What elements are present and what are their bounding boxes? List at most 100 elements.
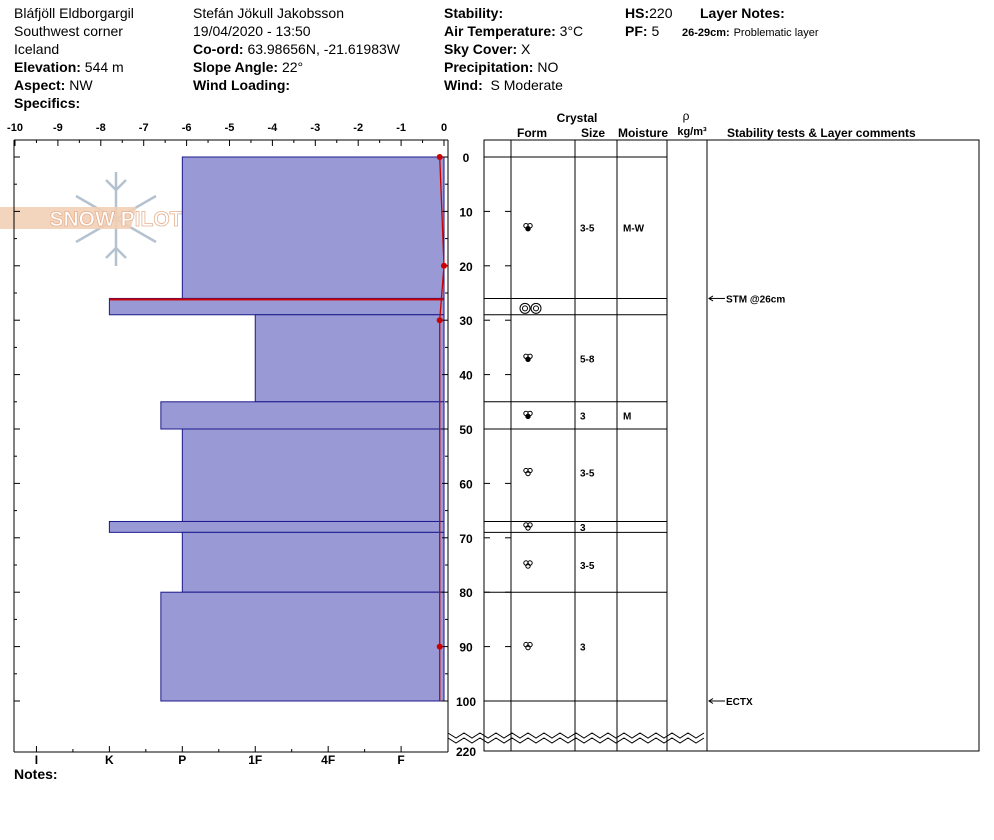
- melt-form-icon: [519, 302, 531, 314]
- wind-loading-row: Wind Loading:: [193, 77, 291, 93]
- stability-test-arrowhead: [708, 295, 714, 302]
- table-headers: Crystal Form Size Moisture ρ kg/m³ Stabi…: [517, 109, 916, 140]
- temp-tick-label: -2: [353, 122, 363, 134]
- rho-header: ρ: [683, 109, 690, 123]
- hardness-layer-bar: [181, 428, 445, 522]
- stability-test-arrowhead: [708, 698, 714, 704]
- location-info: Bláfjöll Eldborgargil Southwest corner I…: [14, 4, 134, 112]
- hardness-tick-label: F: [397, 753, 404, 767]
- temp-tick-label: 0: [441, 122, 447, 134]
- crystal-moisture: M: [623, 411, 631, 422]
- temp-profile-point: [436, 154, 443, 160]
- depth-tick-label: 100: [456, 695, 476, 709]
- temp-tick-label: -10: [7, 122, 23, 134]
- depth-tick-label: 0: [463, 151, 470, 165]
- depth-tick-label: 10: [459, 205, 473, 219]
- hardness-layer-bar: [108, 297, 445, 316]
- crystal-form-icon: [525, 470, 531, 477]
- snowpack-info: HS:220 PF: 5: [625, 4, 672, 40]
- depth-tick-label: 60: [459, 477, 473, 491]
- moisture-header: Moisture: [618, 126, 668, 140]
- crystal-form-icon: [523, 353, 533, 362]
- crystal-size: 3: [580, 411, 586, 422]
- depth-tick-label: 50: [459, 423, 473, 437]
- comments-header: Stability tests & Layer comments: [727, 126, 916, 140]
- temp-tick-label: -5: [225, 122, 235, 134]
- layer-notes-title: Layer Notes:: [700, 5, 785, 21]
- crystal-size: 5-8: [580, 354, 595, 365]
- temp-tick-label: -9: [53, 122, 63, 134]
- crystal-rows: 3-5 M-W 5-8 3 M 3-5 3 3-5 3: [519, 223, 645, 654]
- crystal-size: 3: [580, 523, 586, 534]
- observer-name: Stefán Jökull Jakobsson: [193, 5, 344, 21]
- crystal-size: 3-5: [580, 469, 595, 480]
- crystal-form-icon: [525, 563, 531, 569]
- precip-row: Precipitation: NO: [444, 59, 559, 75]
- crystal-form-icon: [523, 641, 533, 651]
- depth-tick-label: 90: [459, 641, 473, 655]
- crystal-form-icon: [523, 410, 533, 420]
- depth-tick-label: 30: [459, 314, 473, 328]
- hardness-tick-label: P: [178, 753, 186, 767]
- crystal-form-icon: [525, 226, 531, 232]
- layer-note-entry: 26-29cm: Problematic layer: [682, 22, 819, 42]
- layer-boundaries: [484, 156, 667, 702]
- sky-row: Sky Cover: X: [444, 41, 531, 57]
- layer-notes: Layer Notes:: [700, 4, 785, 22]
- melt-form-icon: [522, 305, 528, 312]
- melt-form-icon: [530, 302, 542, 314]
- melt-form-icon: [533, 305, 539, 312]
- crystal-size: 3-5: [580, 224, 595, 235]
- layer-note-range: 26-29cm:: [682, 27, 730, 39]
- observation-datetime: 19/04/2020 - 13:50: [193, 23, 311, 39]
- country-name: Iceland: [14, 41, 60, 57]
- hardness-layer-bar: [108, 520, 445, 533]
- depth-tick-label: 80: [459, 586, 473, 600]
- crystal-moisture: M-W: [623, 224, 645, 235]
- density-unit-header: kg/m³: [677, 126, 707, 138]
- crystal-form-icon: [523, 223, 533, 232]
- temperature-profile: [436, 154, 447, 701]
- hardness-layer-bar: [181, 531, 445, 593]
- temp-profile-point: [441, 262, 447, 269]
- crystal-form-icon: [523, 467, 533, 477]
- hardness-tick-label: I: [35, 753, 38, 767]
- crystal-size: 3: [580, 643, 586, 654]
- size-header: Size: [581, 126, 605, 140]
- hs-row: HS:220: [625, 5, 673, 21]
- crystal-form-icon: [523, 560, 533, 569]
- crystal-form-icon: [523, 522, 533, 531]
- hardness-layers: [108, 156, 445, 702]
- temp-profile-point: [436, 643, 443, 650]
- slope-row: Slope Angle: 22°: [193, 59, 304, 75]
- form-header: Form: [517, 126, 547, 140]
- temp-tick-label: -8: [96, 122, 106, 134]
- layer-table-frame: [483, 139, 980, 752]
- problem-layer-marker: [109, 298, 444, 301]
- location-name: Bláfjöll Eldborgargil: [14, 5, 134, 21]
- coord-row: Co-ord: 63.98656N, -21.61983W: [193, 41, 400, 57]
- crystal-size: 3-5: [580, 561, 595, 572]
- elevation-row: Elevation: 544 m: [14, 59, 124, 75]
- stability-row: Stability:: [444, 5, 504, 21]
- layer-note-text: Problematic layer: [733, 27, 819, 39]
- temp-tick-label: -3: [310, 122, 320, 134]
- region-name: Southwest corner: [14, 23, 123, 39]
- temperature-axis: -10 -9 -8 -7 -6 -5 -4 -3 -2 -1 0: [7, 122, 448, 146]
- notes-label: Notes:: [14, 766, 58, 782]
- temp-tick-label: -7: [139, 122, 149, 134]
- hardness-tick-label: 4F: [321, 753, 335, 767]
- depth-tick-label: 70: [459, 532, 473, 546]
- hardness-layer-bar: [181, 156, 445, 299]
- depth-break: [447, 732, 705, 744]
- aspect-row: Aspect: NW: [14, 77, 93, 93]
- hardness-layer-bar: [160, 591, 445, 702]
- stability-test-label: ECTX: [726, 697, 753, 708]
- depth-break-label: 220: [456, 745, 476, 759]
- hardness-layer-bar: [254, 314, 445, 403]
- observer-info: Stefán Jökull Jakobsson 19/04/2020 - 13:…: [193, 4, 400, 94]
- crystal-form-icon: [525, 356, 531, 362]
- temp-tick-label: -6: [182, 122, 192, 134]
- crystal-form-icon: [525, 413, 531, 420]
